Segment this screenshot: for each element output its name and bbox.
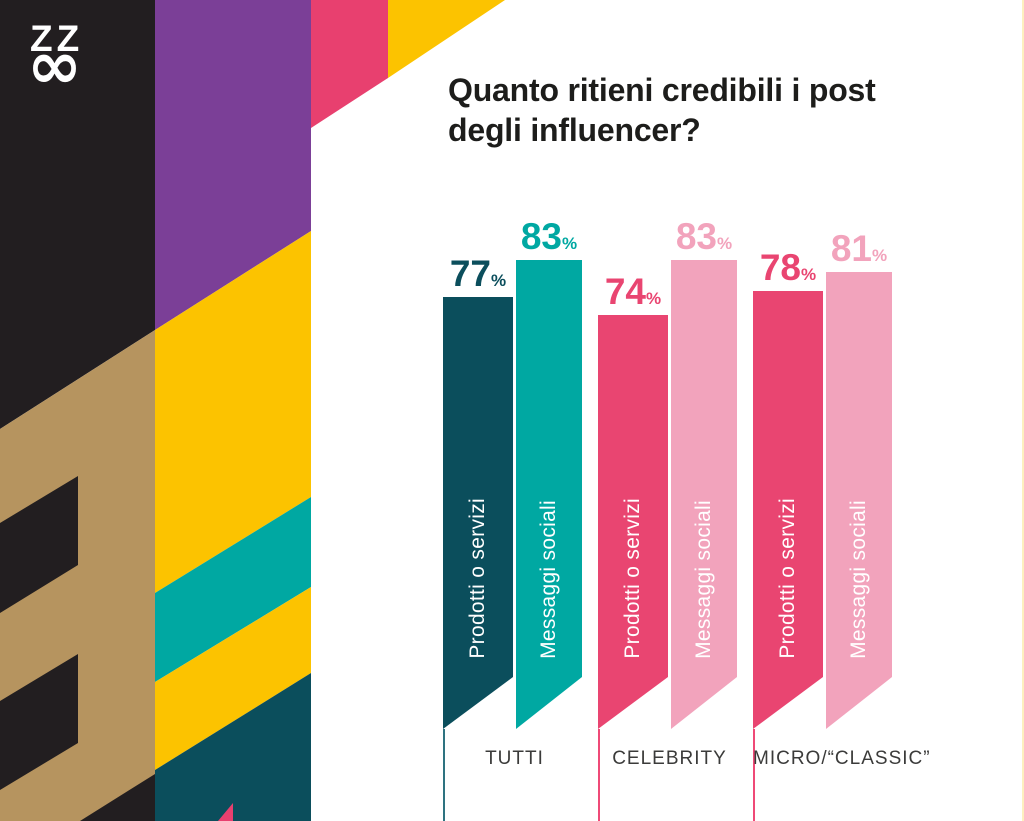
group-divider-line xyxy=(753,729,755,821)
page-title: Quanto ritieni credibili i post degli in… xyxy=(448,70,948,150)
percent-sign: % xyxy=(717,234,733,254)
bar-value-label: 78% xyxy=(759,247,817,289)
bar-microclassic-prodotti: Prodotti o servizi 78% xyxy=(753,249,823,729)
percent-sign: % xyxy=(646,289,662,309)
bar-fill xyxy=(443,297,513,729)
bar-series-label: Messaggi sociali xyxy=(847,500,870,659)
percent-sign: % xyxy=(801,265,817,285)
percent-sign: % xyxy=(491,271,507,291)
bar-series-label: Messaggi sociali xyxy=(537,500,560,659)
decor-panel: ZZ ∞ xyxy=(0,0,505,821)
bar-series-label: Prodotti o servizi xyxy=(466,498,489,659)
decor-edge-strip xyxy=(1022,0,1024,821)
group-divider-line xyxy=(598,729,600,821)
percent-sign: % xyxy=(872,246,888,266)
bar-fill xyxy=(671,260,737,729)
bar-microclassic-messaggi: Messaggi sociali 81% xyxy=(826,230,892,729)
bar-series-label: Messaggi sociali xyxy=(692,500,715,659)
page-title-line2: degli influencer? xyxy=(448,112,701,148)
brand-logo-top: ZZ xyxy=(30,18,84,59)
group-divider-line xyxy=(443,729,445,821)
bar-celebrity-prodotti: Prodotti o servizi 74% xyxy=(598,273,668,729)
group-label: MICRO/“CLASSIC” xyxy=(753,748,931,769)
brand-logo-bottom: ∞ xyxy=(27,27,82,104)
bar-tutti-messaggi: Messaggi sociali 83% xyxy=(516,218,582,729)
bar-fill xyxy=(598,315,668,729)
percent-sign: % xyxy=(562,234,578,254)
bar-series-label: Prodotti o servizi xyxy=(621,498,644,659)
bar-celebrity-messaggi: Messaggi sociali 83% xyxy=(671,218,737,729)
bar-value-label: 77% xyxy=(449,253,507,295)
bar-series-label: Prodotti o servizi xyxy=(776,498,799,659)
bar-value-label: 83% xyxy=(675,216,733,258)
bar-value-label: 74% xyxy=(604,271,662,313)
bar-value-label: 81% xyxy=(830,228,888,270)
bar-fill xyxy=(826,272,892,729)
page-title-line1: Quanto ritieni credibili i post xyxy=(448,72,876,108)
group-label: CELEBRITY xyxy=(612,748,727,769)
bar-value-label: 83% xyxy=(520,216,578,258)
bar-tutti-prodotti: Prodotti o servizi 77% xyxy=(443,255,513,729)
bar-fill xyxy=(753,291,823,729)
group-label: TUTTI xyxy=(485,748,544,769)
bar-fill xyxy=(516,260,582,729)
brand-logo: ZZ ∞ xyxy=(27,18,84,104)
